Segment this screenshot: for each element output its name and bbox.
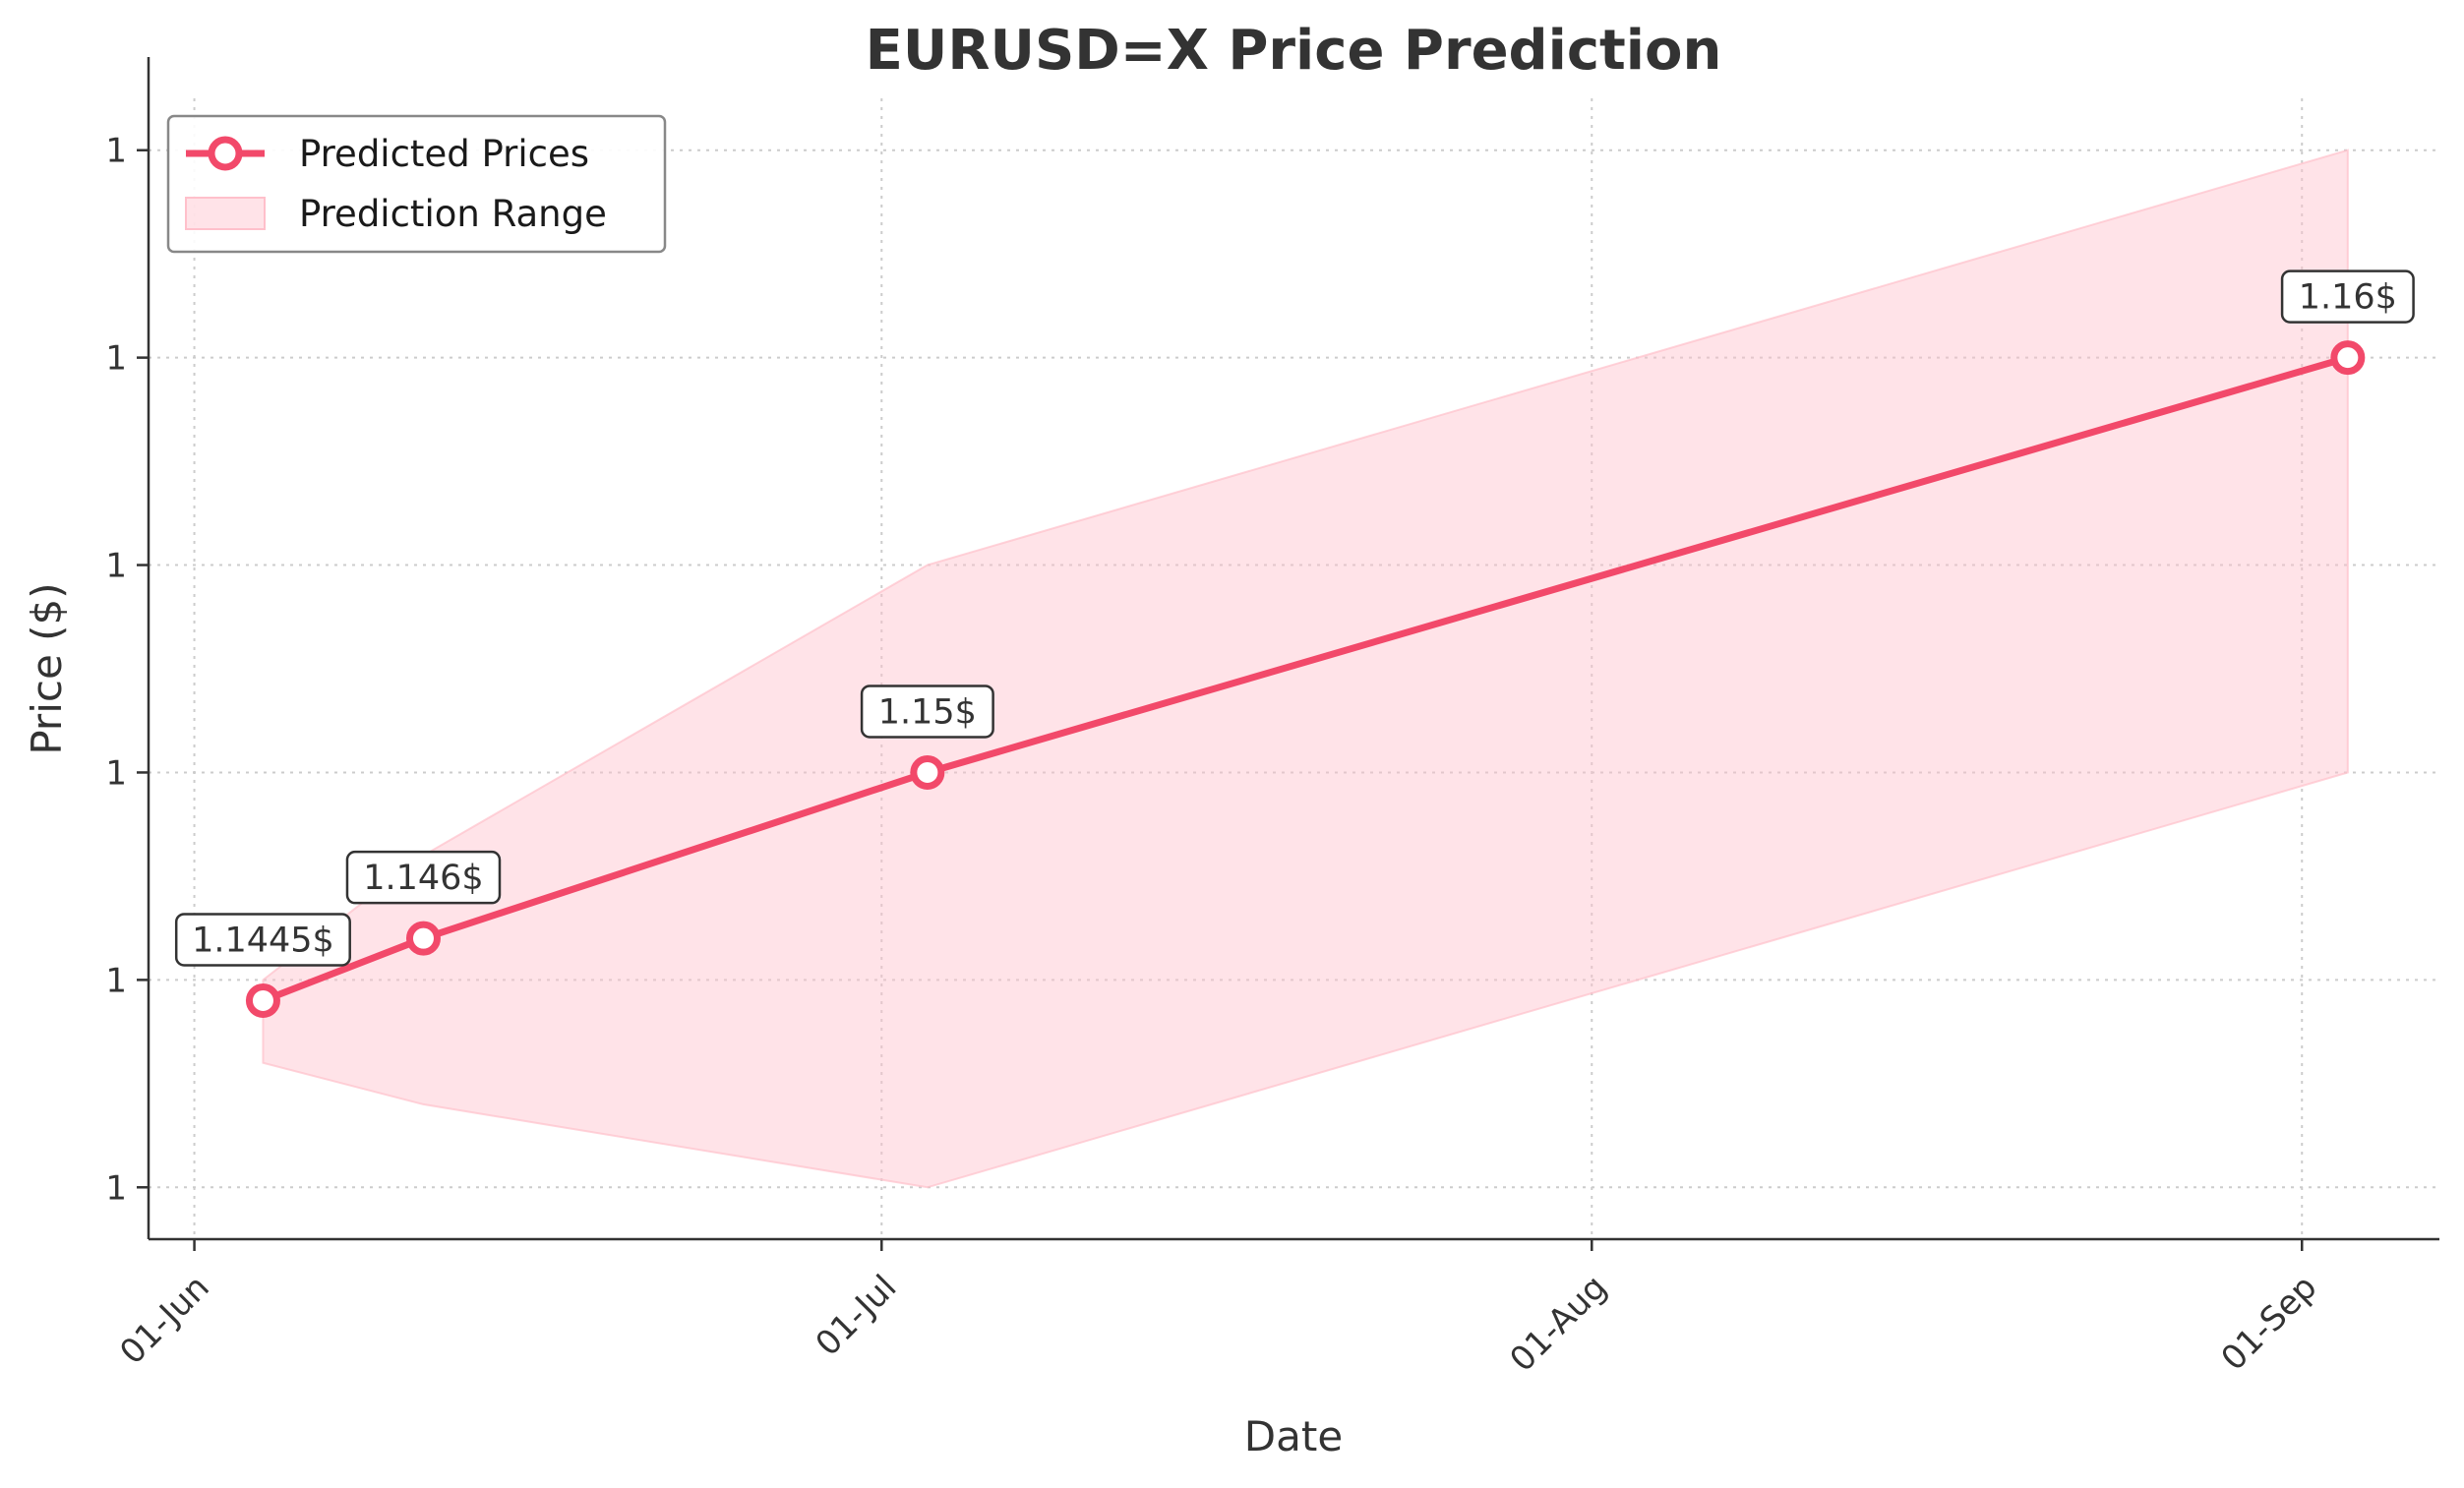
legend-label-range: Prediction Range xyxy=(299,193,607,235)
data-labels: 1.1445$ 1.146$ 1.15$ 1.16$ xyxy=(174,269,2415,967)
prediction-range-area xyxy=(262,149,2349,1189)
x-tick-label: 01-Jun xyxy=(112,1268,216,1372)
y-tick-label: 1 xyxy=(105,547,127,586)
data-label-box xyxy=(345,850,502,905)
legend: Predicted Prices Prediction Range xyxy=(166,114,667,254)
y-tick-label: 1 xyxy=(105,961,127,1000)
chart-title: EURUSD=X Price Prediction xyxy=(866,19,1722,83)
data-point xyxy=(245,982,280,1018)
y-tick-label: 1 xyxy=(105,132,127,171)
y-axis-label: Price ($) xyxy=(23,582,71,754)
data-label: 1.15$ xyxy=(878,692,977,732)
data-label: 1.1445$ xyxy=(192,921,334,960)
legend-range-swatch xyxy=(185,197,266,230)
predicted-prices-series xyxy=(245,340,2366,1018)
data-label: 1.16$ xyxy=(2299,278,2397,318)
data-point xyxy=(405,921,441,956)
x-tick-label: 01-Sep xyxy=(2214,1268,2325,1379)
y-tick-label: 1 xyxy=(105,1168,127,1208)
y-tick-label: 1 xyxy=(105,753,127,793)
data-point xyxy=(910,754,945,790)
data-label: 1.146$ xyxy=(363,859,483,898)
axes xyxy=(147,57,2439,1241)
x-tick-label: 01-Aug xyxy=(1502,1268,1614,1380)
predicted-prices-line xyxy=(259,354,2352,1004)
y-tick-label: 1 xyxy=(105,339,127,379)
data-label-box xyxy=(860,684,994,739)
x-axis-label: Date xyxy=(1244,1412,1343,1460)
legend-marker xyxy=(208,136,243,171)
prediction-range-band xyxy=(262,149,2349,1189)
data-label-box xyxy=(174,913,351,967)
legend-label-predicted: Predicted Prices xyxy=(299,133,589,175)
data-point xyxy=(2330,340,2366,376)
legend-box xyxy=(166,114,667,254)
data-label-box xyxy=(2280,269,2415,324)
x-tick-label: 01-Jul xyxy=(809,1268,905,1364)
